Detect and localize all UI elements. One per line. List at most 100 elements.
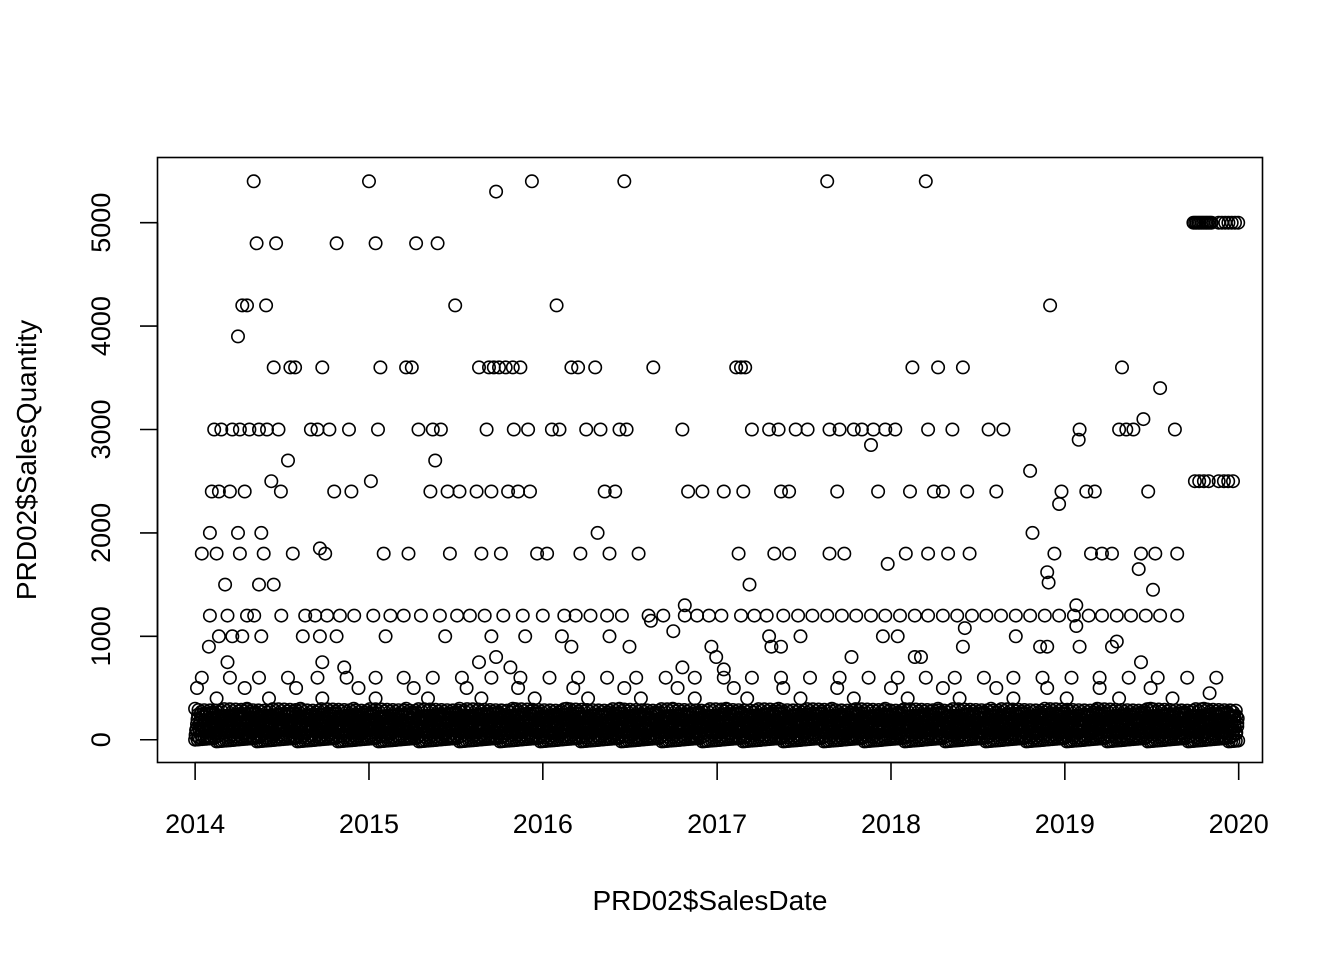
data-point: [955, 360, 970, 375]
data-point: [521, 422, 536, 437]
data-point: [617, 680, 632, 695]
data-point: [240, 701, 255, 716]
data-point: [1065, 702, 1080, 717]
data-point: [788, 422, 803, 437]
data-point: [762, 629, 777, 644]
data-point: [937, 703, 952, 718]
data-point: [719, 701, 734, 716]
data-point: [776, 608, 791, 623]
data-point: [1112, 422, 1127, 437]
data-point: [773, 639, 788, 654]
data-point: [331, 702, 346, 717]
data-point: [1054, 702, 1069, 717]
data-point: [1066, 608, 1081, 623]
data-point: [781, 722, 796, 737]
data-point: [854, 702, 869, 717]
data-point: [941, 546, 956, 561]
data-point: [240, 608, 255, 623]
data-point: [481, 712, 496, 727]
data-point: [577, 704, 592, 719]
data-point: [1226, 474, 1241, 489]
data-point: [1006, 670, 1021, 685]
data-point: [489, 184, 504, 199]
data-point: [318, 546, 333, 561]
data-point: [207, 422, 222, 437]
data-point: [428, 453, 443, 468]
data-point: [1095, 608, 1110, 623]
x-tick-label: 2020: [1209, 809, 1269, 839]
data-point: [1187, 474, 1202, 489]
data-point: [450, 608, 465, 623]
data-point: [1047, 722, 1062, 737]
data-point: [542, 703, 557, 718]
data-point: [579, 422, 594, 437]
data-point: [662, 704, 677, 719]
data-point: [574, 702, 589, 717]
data-point: [1069, 598, 1084, 613]
data-point: [194, 546, 209, 561]
data-point: [951, 702, 966, 717]
data-point: [1063, 704, 1078, 719]
data-point: [820, 608, 835, 623]
data-point: [322, 704, 337, 719]
data-point: [1124, 608, 1139, 623]
data-point: [1180, 670, 1195, 685]
data-point: [976, 670, 991, 685]
data-point: [656, 608, 671, 623]
data-point: [235, 298, 250, 313]
data-point: [568, 702, 583, 717]
data-point: [1148, 546, 1163, 561]
data-point: [654, 702, 669, 717]
data-point: [1008, 704, 1023, 719]
data-point: [731, 546, 746, 561]
data-point: [484, 629, 499, 644]
data-point: [484, 670, 499, 685]
data-point: [1136, 412, 1151, 427]
data-point: [1231, 215, 1246, 230]
data-point: [866, 422, 881, 437]
data-point: [785, 703, 800, 718]
data-point: [744, 670, 759, 685]
data-point: [491, 360, 506, 375]
data-point: [588, 704, 603, 719]
data-point: [963, 702, 978, 717]
data-point: [811, 702, 826, 717]
data-point: [907, 608, 922, 623]
data-point: [220, 703, 235, 718]
data-point: [1023, 703, 1038, 718]
data-point: [329, 236, 344, 251]
data-point: [622, 702, 637, 717]
data-point: [366, 730, 381, 745]
data-point: [762, 422, 777, 437]
data-point: [373, 360, 388, 375]
data-point: [1017, 702, 1032, 717]
data-point: [764, 639, 779, 654]
data-point: [1092, 680, 1107, 695]
data-point: [612, 422, 627, 437]
data-point: [1117, 704, 1132, 719]
data-point: [1040, 703, 1055, 718]
data-point: [312, 541, 327, 556]
data-point: [237, 680, 252, 695]
data-point: [256, 546, 271, 561]
data-point: [701, 608, 716, 623]
data-point: [830, 484, 845, 499]
data-point: [844, 730, 859, 745]
data-point: [311, 703, 326, 718]
data-point: [1087, 484, 1102, 499]
data-point: [1003, 704, 1018, 719]
data-point: [1192, 474, 1207, 489]
data-point: [557, 608, 572, 623]
data-point: [209, 546, 224, 561]
data-point: [356, 722, 371, 737]
data-point: [540, 546, 555, 561]
data-point: [914, 702, 929, 717]
y-axis-title: PRD02$SalesQuantity: [11, 320, 42, 600]
data-point: [1003, 730, 1018, 745]
data-point: [1211, 474, 1226, 489]
data-point: [1040, 680, 1055, 695]
data-point: [687, 691, 702, 706]
data-point: [1134, 655, 1149, 670]
data-point: [383, 608, 398, 623]
data-point: [851, 703, 866, 718]
